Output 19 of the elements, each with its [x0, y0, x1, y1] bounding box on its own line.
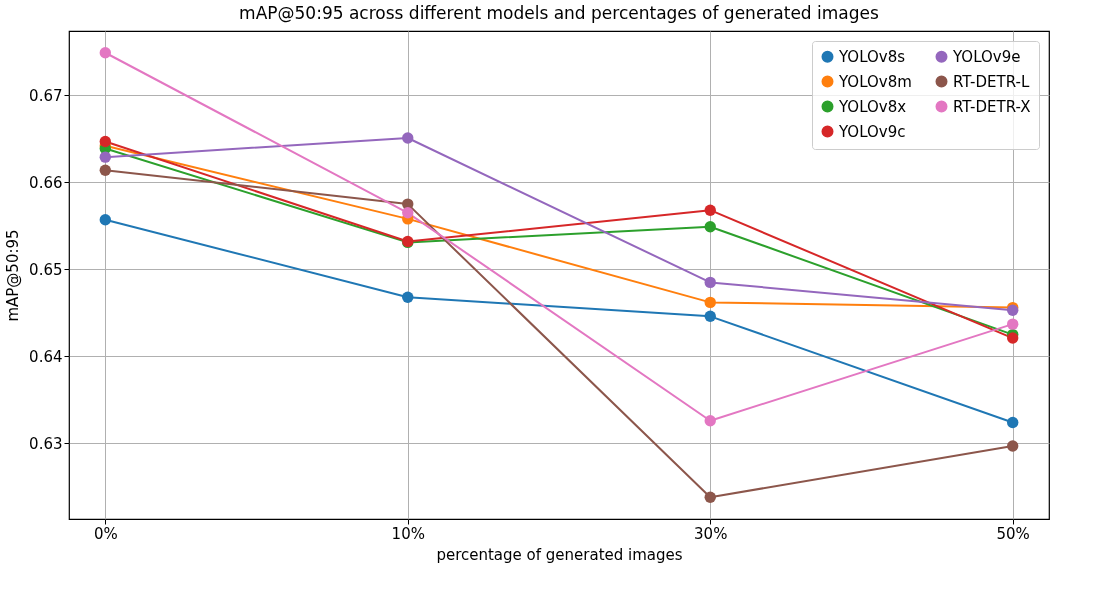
legend-label: YOLOv8s	[838, 47, 906, 66]
x-axis-title: percentage of generated images	[436, 545, 683, 564]
legend-label: YOLOv9e	[952, 47, 1021, 66]
y-tick-label: 0.66	[29, 173, 63, 192]
legend-label: YOLOv9c	[838, 122, 906, 141]
chart-title: mAP@50:95 across different models and percentages of generated images	[239, 3, 880, 23]
y-tick-label: 0.64	[29, 347, 63, 366]
legend-label: YOLOv8x	[838, 97, 907, 116]
x-tick-label: 0%	[93, 524, 118, 543]
y-tick-label: 0.65	[29, 260, 63, 279]
legend-label: YOLOv8m	[838, 72, 912, 91]
y-axis-title: mAP@50:95	[4, 229, 23, 322]
y-tick-label: 0.67	[29, 86, 63, 105]
legend-label: RT-DETR-X	[953, 97, 1031, 116]
y-tick-label: 0.63	[29, 434, 63, 453]
x-tick-label: 50%	[996, 524, 1030, 543]
legend-label: RT-DETR-L	[953, 72, 1030, 91]
x-tick-label: 30%	[694, 524, 728, 543]
x-tick-label: 10%	[391, 524, 425, 543]
